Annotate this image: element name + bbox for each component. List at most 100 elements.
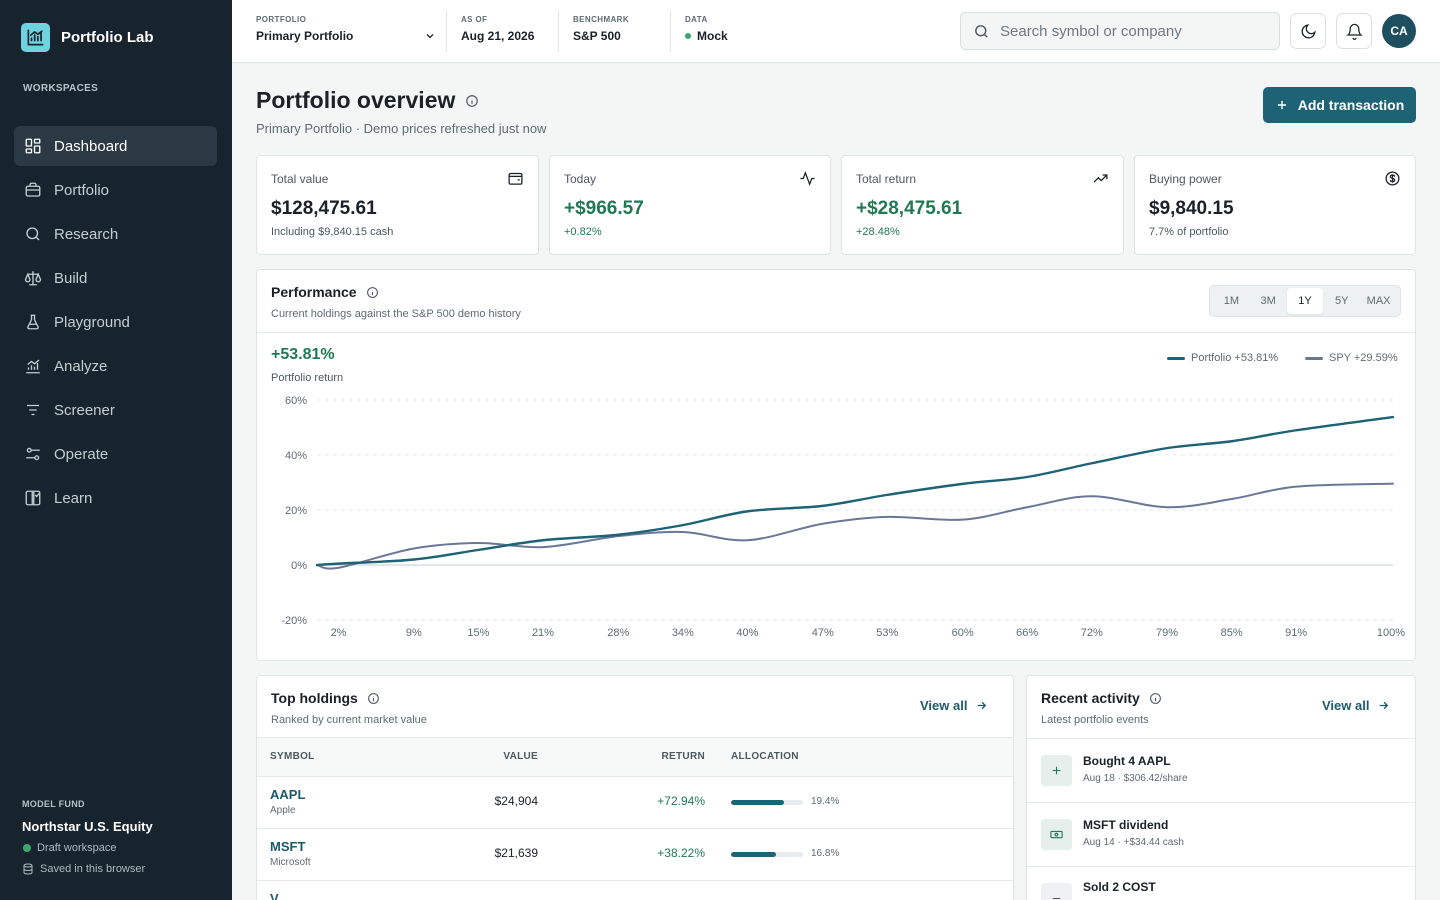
holding-symbol[interactable]: V (270, 891, 279, 900)
portfolio-selector[interactable]: PORTFOLIO Primary Portfolio (256, 15, 436, 43)
x-tick-label: 91% (1285, 627, 1307, 639)
x-tick-label: 2% (331, 627, 347, 639)
activity-card: Recent activity Latest portfolio events … (1026, 675, 1416, 900)
info-icon[interactable] (367, 692, 380, 705)
holding-symbol[interactable]: MSFT (270, 839, 306, 854)
search-box[interactable] (960, 12, 1280, 50)
x-tick-label: 40% (736, 627, 758, 639)
holdings-view-all-link[interactable]: View all (920, 698, 988, 713)
holding-symbol[interactable]: AAPL (270, 787, 306, 802)
sidebar-item-screener[interactable]: Screener (14, 390, 217, 430)
sidebar-item-research[interactable]: Research (14, 214, 217, 254)
plus-icon (1277, 100, 1286, 110)
minus-icon (1041, 883, 1072, 900)
sidebar-item-learn[interactable]: Learn (14, 478, 217, 518)
cash-icon (1041, 819, 1072, 850)
sidebar-item-label: Learn (54, 489, 93, 507)
x-tick-label: 34% (672, 627, 694, 639)
scale-icon (24, 271, 42, 286)
range-max[interactable]: MAX (1366, 295, 1391, 307)
table-row[interactable]: V (257, 880, 1013, 900)
allocation-bar (731, 800, 803, 805)
sidebar-item-operate[interactable]: Operate (14, 434, 217, 474)
data-source: DATA Mock (685, 15, 728, 43)
stat-label: Buying power (1149, 172, 1222, 186)
avatar[interactable]: CA (1382, 14, 1416, 48)
y-tick-label: -20% (281, 615, 307, 627)
range-3m[interactable]: 3M (1260, 295, 1276, 307)
table-row[interactable]: AAPL Apple $24,904 +72.94% 19.4% (257, 776, 1013, 828)
wallet-icon (508, 172, 523, 185)
column-header-allocation[interactable]: ALLOCATION (731, 751, 799, 762)
logo-chart-icon (21, 23, 50, 52)
range-5y[interactable]: 5Y (1335, 295, 1349, 307)
brand[interactable]: Portfolio Lab (21, 23, 154, 52)
range-1y[interactable]: 1Y (1286, 288, 1324, 314)
search-icon (26, 227, 40, 241)
sidebar-item-analyze[interactable]: Analyze (14, 346, 217, 386)
holding-name: Microsoft (270, 857, 311, 868)
holding-value: $21,639 (494, 846, 538, 860)
stat-value: +$28,475.61 (856, 198, 963, 219)
table-row[interactable]: MSFT Microsoft $21,639 +38.22% 16.8% (257, 828, 1013, 880)
stat-sub: +0.82% (564, 226, 602, 238)
stat-label: Total value (271, 172, 329, 186)
sidebar-item-label: Portfolio (54, 181, 110, 199)
x-tick-label: 15% (467, 627, 489, 639)
notifications-button[interactable] (1336, 13, 1372, 49)
stat-sub: +28.48% (856, 226, 900, 238)
sidebar-item-label: Operate (54, 445, 109, 463)
column-header-value[interactable]: VALUE (503, 751, 538, 762)
portfolio-return-value: +53.81% (271, 346, 335, 363)
column-header-symbol[interactable]: SYMBOL (270, 751, 315, 762)
sidebar-nav: Dashboard Portfolio Research Build Playg… (14, 126, 217, 522)
portfolio-value-row: Primary Portfolio (256, 29, 436, 43)
column-header-return[interactable]: RETURN (661, 751, 705, 762)
activity-icon (800, 171, 815, 186)
x-tick-label: 9% (406, 627, 422, 639)
add-transaction-button[interactable]: Add transaction (1263, 87, 1416, 123)
sidebar-item-portfolio[interactable]: Portfolio (14, 170, 217, 210)
theme-toggle-button[interactable] (1290, 13, 1326, 49)
bell-icon (1345, 23, 1363, 40)
allocation-fill (731, 852, 777, 857)
performance-title: Performance (271, 284, 379, 300)
range-1m[interactable]: 1M (1223, 295, 1240, 307)
portfolio-label: PORTFOLIO (256, 15, 307, 24)
data-label: DATA (685, 15, 708, 24)
database-icon (23, 863, 33, 875)
stat-value: $9,840.15 (1149, 198, 1234, 219)
holdings-subtitle: Ranked by current market value (271, 714, 427, 726)
list-item[interactable]: MSFT dividend Aug 14 · +$34.44 cash (1027, 802, 1415, 866)
search-icon (975, 24, 988, 38)
range-selector: 1M 3M 1Y 5Y MAX (1209, 285, 1401, 317)
sidebar-item-build[interactable]: Build (14, 258, 217, 298)
stat-card-buying-power: Buying power $9,840.15 7.7% of portfolio (1134, 155, 1416, 255)
info-icon[interactable] (1149, 692, 1162, 705)
fund-status-text: Draft workspace (37, 842, 117, 854)
book-icon (25, 490, 41, 506)
sidebar-item-dashboard[interactable]: Dashboard (14, 126, 217, 166)
info-icon[interactable] (465, 94, 479, 108)
filter-icon (27, 404, 39, 416)
list-item[interactable]: Bought 4 AAPL Aug 18 · $306.42/share (1027, 738, 1415, 802)
sidebar-item-label: Build (54, 269, 88, 287)
legend-swatch (1167, 356, 1185, 360)
activity-view-all-link[interactable]: View all (1322, 698, 1390, 713)
search-input[interactable] (1000, 22, 1270, 40)
sidebar-item-playground[interactable]: Playground (14, 302, 217, 342)
info-icon[interactable] (366, 286, 379, 299)
activity-title: MSFT dividend (1083, 818, 1169, 832)
dashboard-icon (25, 138, 41, 154)
list-item[interactable]: Sold 2 COST (1027, 866, 1415, 900)
briefcase-icon (25, 182, 41, 197)
stat-label: Today (564, 172, 597, 186)
legend-label: SPY +29.59% (1329, 352, 1398, 364)
workspaces-label: WORKSPACES (23, 83, 99, 94)
chevron-down-icon (426, 34, 434, 39)
activity-title: Recent activity (1041, 690, 1162, 706)
table-header (257, 738, 1013, 776)
allocation-bar (731, 852, 803, 857)
sidebar-item-label: Analyze (54, 357, 108, 375)
model-fund-label: MODEL FUND (22, 799, 85, 809)
